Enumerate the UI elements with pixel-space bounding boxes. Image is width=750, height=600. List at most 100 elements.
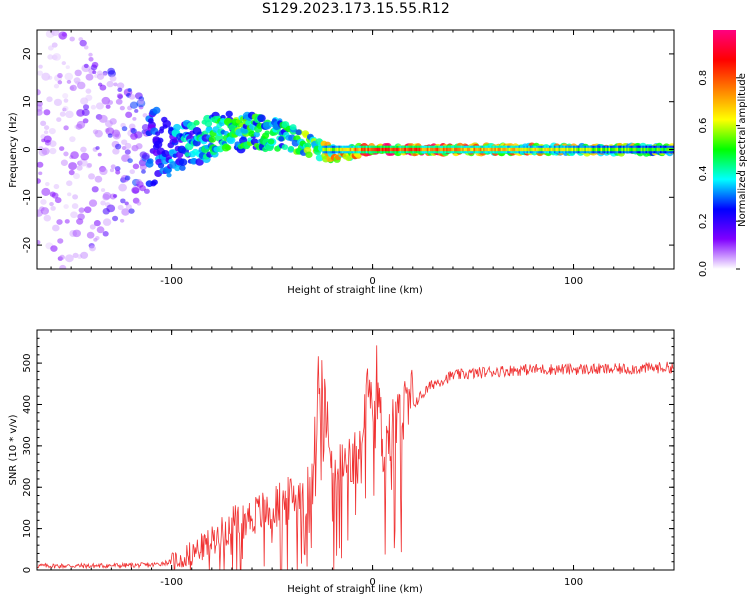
heatmap-cell [204,120,213,127]
heatmap-cell [327,147,329,152]
heatmap-cell [91,61,99,68]
heatmap-cell [487,147,490,152]
heatmap-cell [389,147,392,152]
heatmap-cell [127,87,132,92]
heatmap-cell [502,147,505,152]
heatmap-cell [650,147,653,152]
heatmap-cell [119,105,125,111]
colorbar-label: Normalized spectral amplitude [737,73,748,227]
heatmap-cell [174,165,181,172]
heatmap-cell [352,147,355,152]
heatmap-cell [489,147,492,152]
heatmap-cell [253,131,260,138]
heatmap-cell [95,146,100,150]
heatmap-cell [410,147,413,152]
heatmap-cell [82,104,90,110]
heatmap-cell [278,136,285,142]
heatmap-cell [61,61,67,66]
heatmap-cell [136,201,142,206]
heatmap-cell [59,146,65,151]
heatmap-cell [112,147,120,155]
heatmap-cell [86,231,95,239]
colorbar: 0.0 0.2 0.4 0.6 0.8 Normalized spectral ampl… [698,30,748,277]
heatmap-cell [62,105,69,112]
heatmap-cell [359,147,362,152]
heatmap-cell [454,147,456,152]
y-tick-label: 200 [22,478,33,497]
heatmap-cell [659,147,662,152]
heatmap-cell [43,109,51,116]
heatmap-cell [124,149,131,155]
heatmap-cell [426,147,429,152]
heatmap-cell [438,147,440,152]
heatmap-cell [47,75,53,80]
heatmap-cell [602,147,604,152]
heatmap-cell [115,98,123,105]
heatmap-cell [651,147,654,152]
heatmap-cell [51,42,58,48]
heatmap-cell [135,143,143,150]
heatmap-cell [109,75,117,82]
heatmap-cell [605,147,608,152]
heatmap-cell [157,137,164,143]
heatmap-cell [598,147,601,152]
heatmap-cell [71,203,79,210]
heatmap-cell [128,94,136,100]
heatmap-cell [566,147,569,152]
heatmap-cell [62,93,69,99]
spectrogram-xlabel: Height of straight line (km) [287,285,423,296]
heatmap-cell [569,147,572,152]
heatmap-cell [102,218,112,226]
heatmap-cell [57,80,63,85]
heatmap-cell [94,175,103,183]
heatmap-cell [444,147,447,152]
heatmap-cell [72,229,81,238]
heatmap-cell [516,147,519,152]
heatmap-cell [430,147,432,152]
heatmap-cell [436,147,439,152]
heatmap-cell [37,70,43,76]
spectrogram-heatmap [37,30,674,269]
heatmap-cell [341,147,344,152]
heatmap-cell [117,82,125,89]
snr-frame [36,329,675,571]
spectrogram-ylabel: Frequency (Hz) [8,112,19,188]
snr-xlabel: Height of straight line (km) [287,584,423,595]
heatmap-cell [404,147,407,152]
heatmap-cell [69,36,75,42]
heatmap-cell [434,147,437,152]
heatmap-cell [264,130,270,136]
heatmap-cell [590,147,593,152]
heatmap-cell [473,147,476,152]
heatmap-cell [331,147,334,152]
heatmap-cell [515,147,518,152]
heatmap-cell [536,147,538,152]
heatmap-cell [89,224,96,230]
heatmap-cell [500,147,503,152]
heatmap-cell [397,147,400,152]
heatmap-cell [100,188,106,192]
heatmap-cell [425,147,428,152]
heatmap-cell [563,147,566,152]
heatmap-cell [79,39,87,47]
heatmap-cell [102,231,109,237]
heatmap-cell [547,147,550,152]
heatmap-cell [43,135,52,143]
heatmap-cell [127,158,133,164]
heatmap-cell [141,169,146,174]
heatmap-cell [621,147,624,152]
heatmap-cell [478,147,481,152]
heatmap-cell [117,204,124,211]
y-tick-label: 100 [22,519,33,538]
heatmap-cell [405,147,408,152]
heatmap-cell [110,164,116,169]
heatmap-cell [549,147,551,152]
heatmap-cell [289,124,297,131]
heatmap-cell [72,194,79,200]
colorbar-ticks: 0.0 0.2 0.4 0.6 0.8 [698,70,740,277]
heatmap-cell [147,158,154,164]
heatmap-cell [449,147,452,152]
heatmap-cell [69,84,77,92]
heatmap-cell [375,147,378,152]
heatmap-cell [360,147,363,152]
